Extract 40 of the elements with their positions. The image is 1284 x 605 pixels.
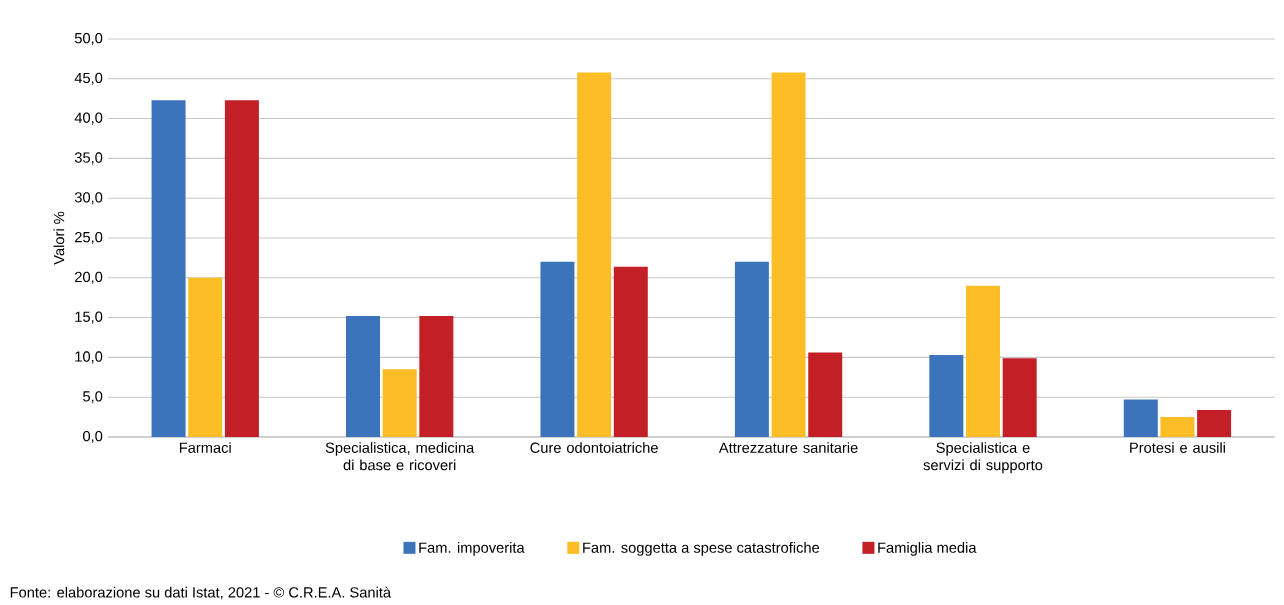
y-tick-label: 0,0 [83,430,103,444]
bar [188,277,223,437]
y-tick-label: 40,0 [74,112,103,125]
y-tick-label: 25,0 [75,231,103,245]
bar [966,285,1000,437]
y-tick-label: 35,0 [74,152,103,165]
bar [613,266,648,437]
bar [151,100,186,437]
x-tick-label: Specialistica e servizi di supporto [923,442,1043,474]
bar [808,352,843,437]
x-tick-label: Attrezzature sanitarie [718,442,858,453]
bar [382,369,417,437]
y-tick-label: 10,0 [75,351,103,364]
y-tick-label: 15,0 [75,311,103,324]
bar [224,100,259,437]
bar [577,72,612,437]
bar [929,355,964,437]
legend-label: Fam. soggetta a spese catastrofiche [583,542,820,556]
x-tick-label: Cure odontoiatriche [530,442,658,453]
y-tick-label: 5,0 [83,391,103,404]
bar [346,315,381,437]
bar [734,261,769,437]
x-tick-label: Farmaci [179,442,231,453]
legend-label: Fam. impoverita [419,542,525,556]
bar [1123,399,1158,437]
bar [1160,417,1195,437]
y-tick-label: 30,0 [74,192,103,205]
y-tick-label: 50,0 [74,32,103,46]
bar [1002,358,1037,437]
bar [771,72,806,437]
legend-label: Famiglia media [878,542,977,556]
y-tick-label: 45,0 [74,72,103,85]
bar [419,315,454,437]
source-note: Fonte: elaborazione su dati Istat, 2021 - © C.R.E.A. Sanità [10,586,392,600]
bar [540,261,575,437]
x-tick-label: Protesi e ausili [1130,442,1225,453]
bar [1197,409,1232,437]
y-axis-title: Valori % [53,211,65,265]
x-tick-label: Specialistica, medicina di base e ricoveri [325,442,475,471]
y-tick-label: 20,0 [75,271,103,284]
